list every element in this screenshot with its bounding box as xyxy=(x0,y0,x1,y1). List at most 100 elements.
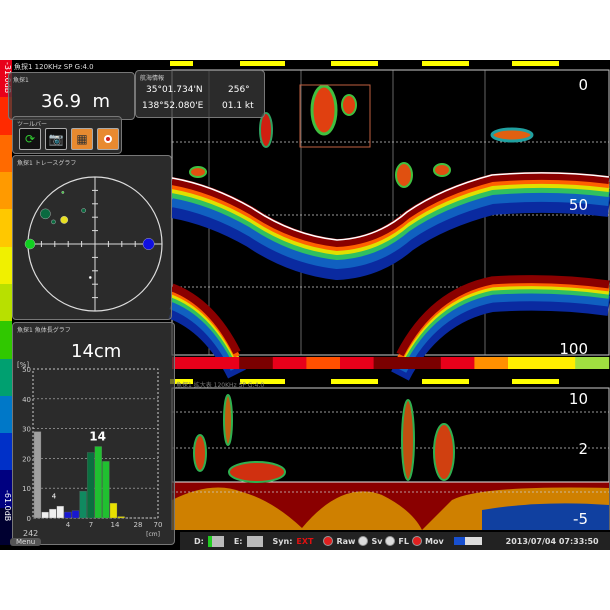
fish-schools xyxy=(189,84,534,188)
marker-segment xyxy=(170,61,193,66)
scale-segment xyxy=(0,246,12,284)
histogram-bar xyxy=(79,491,87,519)
mode-sv-radio[interactable] xyxy=(358,536,369,546)
seabed-echo-band xyxy=(170,187,610,270)
level-segment xyxy=(340,357,374,369)
y-tick-label: 20 xyxy=(22,455,31,463)
trace-dot xyxy=(61,191,65,194)
level-segment xyxy=(440,357,475,369)
toolbar-title: ツールバー xyxy=(17,121,48,128)
histogram-bar xyxy=(49,508,57,519)
histogram-bar xyxy=(94,446,102,519)
datetime: 2013/07/04 07:33:50 xyxy=(505,536,599,546)
histogram-bar xyxy=(87,452,95,519)
seabed-echo-band xyxy=(171,171,610,248)
scale-segment xyxy=(0,395,12,434)
x-tick-label: 14 xyxy=(111,521,120,529)
second-echo-band xyxy=(170,283,241,355)
depth-label-0: 0 xyxy=(578,76,588,94)
seabed-echo-band xyxy=(171,181,610,256)
depth-unit: m xyxy=(92,91,111,112)
trace-graph-panel: 魚探1 トレースグラフ xyxy=(12,155,172,320)
toolbar-panel: ツールバー ⟳ 📷 ▦ xyxy=(12,116,122,154)
scale-segment xyxy=(0,209,12,247)
trace-dot xyxy=(88,276,92,279)
histogram-bar xyxy=(64,511,72,519)
length-value: 14cm xyxy=(71,341,122,362)
scale-segment xyxy=(0,171,12,210)
mode-fl-radio[interactable] xyxy=(385,536,396,546)
selection-box xyxy=(299,84,371,148)
longitude: 138°52.080'E xyxy=(142,101,204,111)
depth-label-50: 50 xyxy=(568,196,588,214)
histogram-bar xyxy=(33,431,42,519)
nav-panel[interactable]: 航海情報 35°01.734'N 138°52.080'E 256° 01.1 … xyxy=(135,70,265,118)
camera-icon[interactable]: 📷 xyxy=(45,128,67,150)
scale-segment xyxy=(0,433,12,471)
mode-mov-radio[interactable] xyxy=(411,536,422,546)
seabed-echo-band xyxy=(170,192,610,281)
x-unit: [cm] xyxy=(146,531,160,538)
level-segment xyxy=(575,357,610,369)
latitude: 35°01.734'N xyxy=(146,85,203,95)
y-tick-label: 30 xyxy=(22,426,31,434)
zoom-echoes xyxy=(193,394,455,483)
seabed-line xyxy=(171,172,610,241)
refresh-icon[interactable]: ⟳ xyxy=(19,128,41,150)
level-segment xyxy=(239,357,274,369)
depth-panel[interactable]: 魚探1 36.9 m xyxy=(8,72,135,120)
lower-marker-strip xyxy=(170,379,559,384)
scale-segment xyxy=(0,283,12,322)
syn-label: Syn: xyxy=(272,536,293,546)
trace-graph xyxy=(24,176,163,312)
zoom-depth-label-minus5: -5 xyxy=(573,510,588,528)
echo-level-strip xyxy=(172,357,610,369)
marker-segment xyxy=(422,379,469,384)
level-segment xyxy=(541,357,576,369)
record-icon[interactable] xyxy=(97,128,119,150)
histogram-bar xyxy=(71,510,80,519)
mode-label: Raw xyxy=(336,536,356,546)
menu-button[interactable]: Menu xyxy=(10,538,42,546)
scale-top-label: -31.0dB xyxy=(0,62,12,93)
x-tick-label: 7 xyxy=(89,521,93,529)
marker-segment xyxy=(240,379,285,384)
level-segment xyxy=(306,357,341,369)
level-segment xyxy=(407,357,442,369)
x-tick-label: 70 xyxy=(154,521,163,529)
trace-dot xyxy=(142,238,155,250)
upper-marker-strip xyxy=(170,61,559,66)
status-bar: D: E: Syn: EXT Raw Sv FL Mov 2013/07/04 07:3… xyxy=(180,532,610,550)
peak-label: 14 xyxy=(89,430,106,444)
level-segment xyxy=(508,357,542,369)
fish-school-icon[interactable]: ▦ xyxy=(71,128,93,150)
d-label: D: xyxy=(194,536,204,546)
y-tick-label: 50 xyxy=(22,366,31,374)
trace-graph-title: 魚探1 トレースグラフ xyxy=(17,160,77,167)
level-segment xyxy=(474,357,509,369)
scale-bottom-label: -61.0dB xyxy=(3,490,12,522)
marker-segment xyxy=(331,61,378,66)
histogram-bar xyxy=(117,516,125,519)
marker-segment xyxy=(512,61,559,66)
seabed-echo-band xyxy=(171,184,610,261)
trace-dot xyxy=(81,208,86,213)
seabed-echo-band xyxy=(171,177,610,252)
marker-segment xyxy=(240,61,285,66)
marker-segment xyxy=(512,379,559,384)
color-scale-bar xyxy=(0,60,12,546)
fish-finder-app: -31.0dB -61.0dB 魚探1 120KHz SP G:4.0 xyxy=(0,60,610,550)
y-tick-label: 10 xyxy=(22,485,31,493)
d-indicator xyxy=(207,535,224,547)
histogram-bar xyxy=(109,502,118,519)
histogram-bar xyxy=(102,461,110,519)
y-tick-label: 0 xyxy=(27,515,31,523)
echogram-display[interactable] xyxy=(12,60,610,530)
histogram-bar xyxy=(56,505,64,519)
syn-value: EXT xyxy=(296,536,314,546)
y-unit: [%] xyxy=(17,361,29,369)
mode-raw-radio[interactable] xyxy=(323,536,334,546)
depth-value: 36.9 xyxy=(41,91,82,112)
channel-label: 魚探1 120KHz SP G:4.0 xyxy=(14,63,94,71)
level-segment xyxy=(205,357,240,369)
